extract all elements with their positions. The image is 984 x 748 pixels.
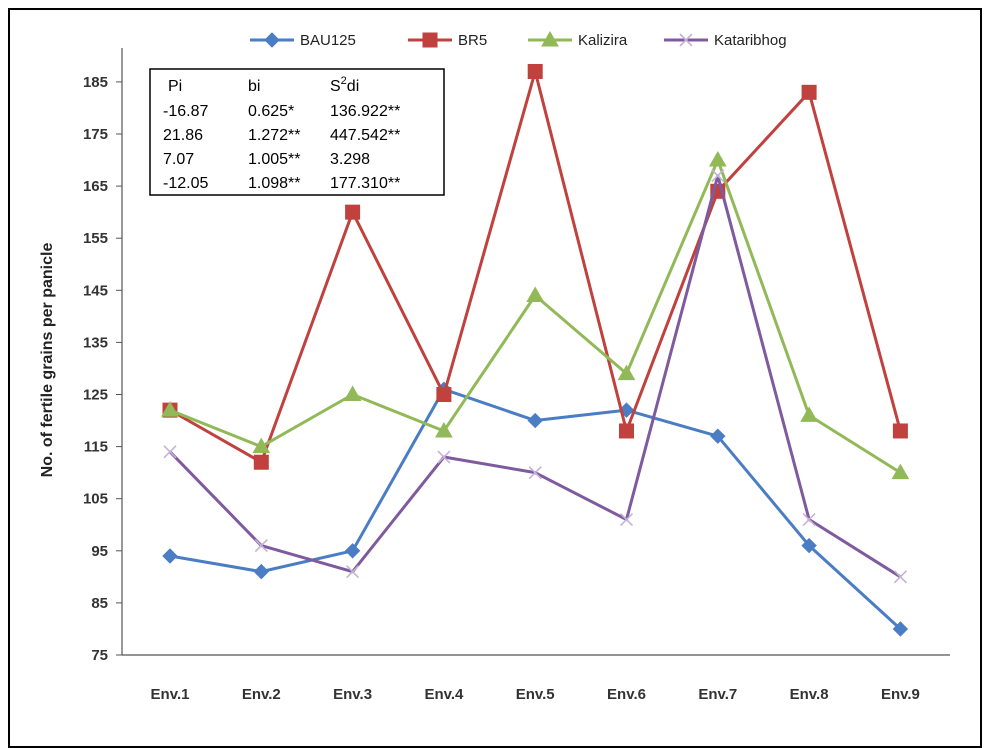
data-point [708,151,727,167]
data-point [617,364,636,381]
data-point [801,84,817,100]
legend-item-bau125: BAU125 [250,32,356,49]
data-point [346,565,360,579]
legend-label: BR5 [458,32,487,49]
x-tick-label: Env.1 [151,686,190,703]
legend-label: Kalizira [578,32,628,49]
series-line [168,174,902,579]
stats-cell: 0.625* [248,103,294,120]
x-tick-label: Env.2 [242,686,281,703]
data-point [527,63,543,79]
y-tick-label: 145 [83,282,108,299]
stats-cell: 3.298 [330,151,370,168]
stats-cell: 21.86 [163,127,203,144]
data-point [253,563,270,580]
stats-cell: 1.272** [248,127,301,144]
x-tick-label: Env.3 [333,686,372,703]
data-point [619,512,634,527]
axes [121,48,950,656]
data-point [892,621,909,637]
data-point [436,387,452,402]
data-point [891,463,910,480]
series-kalizira [161,151,910,480]
legend-item-kataribhog: Kataribhog [664,32,787,49]
x-ticks: Env.1 Env.2 Env.3 Env.4 Env.5 Env.6 Env.7 Env.8… [151,686,920,703]
legend: BAU125 BR5 Kalizira Kataribhog [250,30,787,49]
y-tick-label: 115 [84,439,108,456]
data-point [893,570,907,584]
y-tick-label: 175 [83,126,108,143]
legend-item-br5: BR5 [408,32,487,49]
data-point [679,33,693,47]
data-point [800,406,818,422]
data-point [254,539,268,553]
y-ticks: 75 85 95 105 115 125 135 145 155 165 175 185 [83,74,122,664]
stats-rows: -16.87 0.625* 136.922** 21.86 1.272** 447.542… [163,103,400,192]
data-point [162,548,178,564]
y-tick-label: 185 [83,74,108,91]
data-point [526,286,545,303]
data-point [345,204,361,220]
y-tick-label: 75 [91,647,108,664]
stats-cell: 1.005** [248,151,301,168]
stats-cell: -12.05 [163,175,208,192]
series-group [161,63,910,637]
legend-label: Kataribhog [714,32,787,49]
stats-cell: 447.542** [330,127,400,144]
data-point [264,32,280,48]
data-point [892,423,908,439]
y-tick-label: 165 [83,178,108,195]
data-point [528,466,542,480]
y-tick-label: 85 [91,595,108,612]
y-tick-label: 135 [83,334,108,351]
data-point [422,32,438,48]
stats-cell: 7.07 [163,151,194,168]
data-point [435,421,453,438]
stats-header-pi: Pi [168,78,182,95]
data-point [343,385,362,401]
stats-table-border [149,68,445,196]
series-kataribhog [163,169,907,584]
x-tick-label: Env.6 [607,686,646,703]
data-point [161,401,179,417]
series-bau125 [162,381,909,637]
data-point [619,423,634,439]
data-point [541,30,559,47]
y-tick-label: 125 [83,387,108,404]
x-tick-label: Env.5 [516,686,555,703]
data-point [344,543,361,559]
x-tick-label: Env.7 [698,686,737,703]
data-point [437,450,451,464]
stats-header-s2di: S2di [330,75,359,95]
stats-cell: 136.922** [330,103,400,120]
y-tick-label: 95 [91,543,108,560]
x-tick-label: Env.8 [790,686,829,703]
legend-label: BAU125 [300,32,356,49]
y-tick-label: 155 [83,230,108,247]
stats-header-bi: bi [248,78,260,95]
stats-table: Pi bi S2di -16.87 0.625* 136.922** 21.86 1.2… [149,68,445,196]
y-axis-label: No. of fertile grains per panicle [39,243,56,478]
stats-cell: 1.098** [248,175,301,192]
x-tick-label: Env.9 [881,686,920,703]
stats-cell: 177.310** [330,175,400,192]
data-point [253,454,269,470]
data-point [710,428,726,444]
legend-item-kalizira: Kalizira [528,30,628,49]
data-point [801,537,817,554]
data-point [527,412,543,429]
y-tick-label: 105 [83,491,108,508]
data-point [802,512,816,527]
data-point [163,445,177,459]
x-tick-label: Env.4 [424,686,464,703]
stats-cell: -16.87 [163,103,208,120]
data-point [711,169,725,183]
data-point [252,437,271,454]
